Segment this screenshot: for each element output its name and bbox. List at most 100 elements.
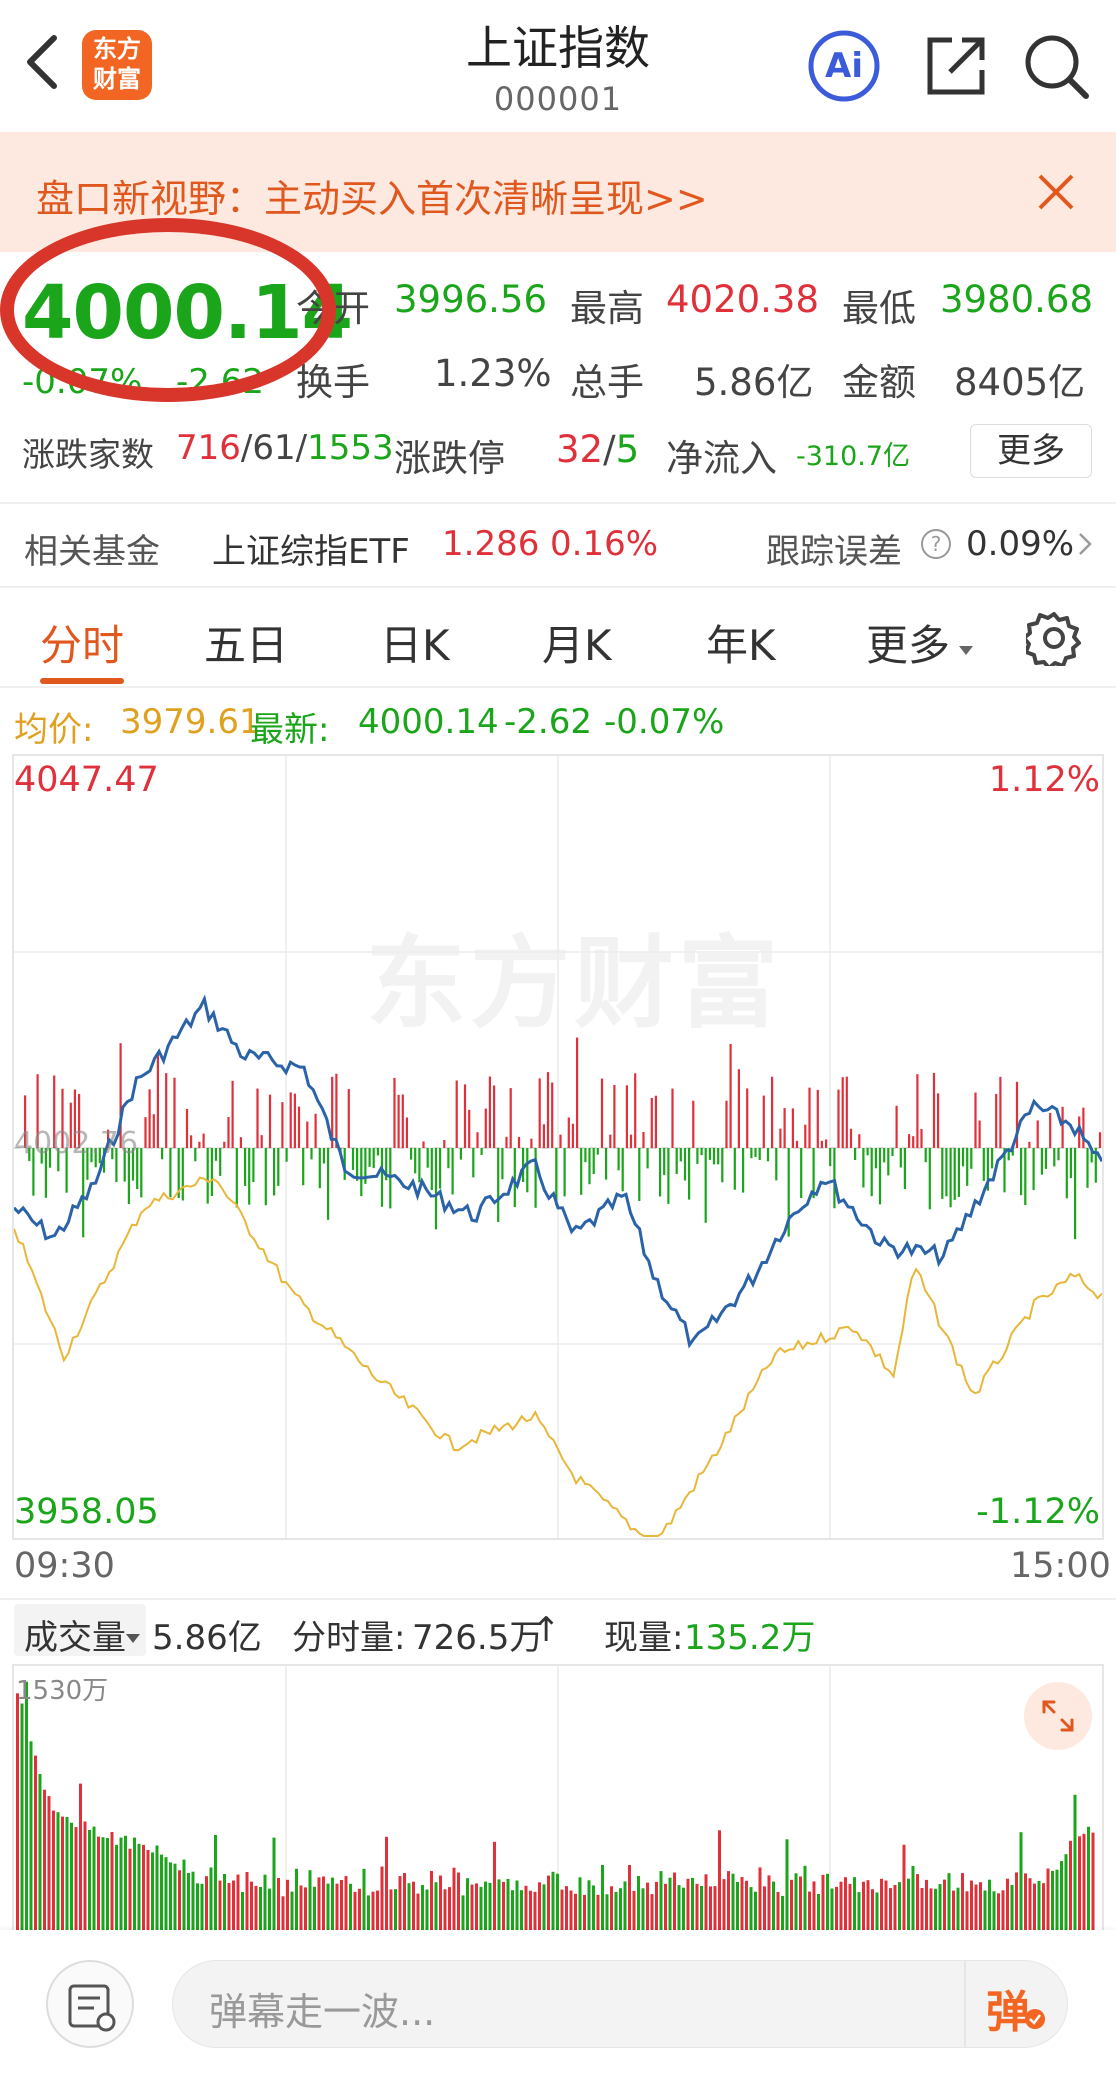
net-flow-bar <box>634 1073 637 1149</box>
net-flow-bar <box>422 1141 425 1148</box>
volume-bar <box>200 1883 204 1930</box>
net-flow-bar <box>327 1148 330 1220</box>
net-flow-bar <box>1049 1112 1052 1148</box>
fund-name: 上证综指ETF <box>212 532 410 572</box>
volume-bar <box>835 1886 838 1930</box>
net-flow-bar <box>908 1134 911 1148</box>
volume-bar <box>214 1835 217 1930</box>
net-flow-bar <box>791 1108 794 1149</box>
volume-bar <box>196 1883 199 1930</box>
net-flow-bar <box>966 1148 969 1186</box>
danmu-toggle-label: 弹 <box>986 1987 1030 2038</box>
volume-bar <box>614 1891 618 1930</box>
net-flow-bar <box>293 1093 296 1149</box>
net-flow-bar <box>924 1148 927 1163</box>
page-title: 上证指数 <box>466 21 650 75</box>
help-icon[interactable]: ? <box>920 528 952 569</box>
volume-bar <box>83 1821 87 1930</box>
tab-monthly-k[interactable]: 月K <box>542 621 612 670</box>
net-flow-bar <box>235 1148 238 1208</box>
related-fund-row[interactable]: 相关基金 上证综指ETF 1.286 0.16% 跟踪误差 ? 0.09% <box>0 504 1116 586</box>
volume-bar <box>155 1845 159 1930</box>
latest-value: 4000.14 <box>358 702 499 742</box>
net-flow-bar <box>762 1095 765 1148</box>
back-button[interactable] <box>18 30 66 94</box>
volume-chart[interactable]: 1530万 <box>12 1664 1104 1930</box>
avg-value: 3979.61 <box>120 702 261 742</box>
net-flow-bar <box>775 1148 778 1181</box>
volume-bar <box>596 1894 600 1930</box>
volume-bar <box>335 1883 339 1930</box>
ai-assistant-button[interactable]: Ai <box>806 28 882 104</box>
volume-bar <box>619 1888 622 1930</box>
volume-bar <box>218 1880 222 1930</box>
volume-bar <box>862 1881 865 1930</box>
net-flow-bar <box>206 1148 209 1204</box>
net-flow-bar <box>227 1117 230 1149</box>
banner-close-button[interactable] <box>1032 168 1080 216</box>
volume-bar <box>1051 1870 1054 1930</box>
volume-bar <box>664 1883 667 1930</box>
net-flow-bar <box>766 1148 770 1162</box>
volume-bar <box>164 1857 168 1930</box>
volume-bar <box>884 1880 888 1930</box>
volume-bar <box>160 1854 163 1930</box>
net-flow-bar <box>82 1148 85 1238</box>
volume-bar <box>461 1895 465 1930</box>
turnover-label: 换手 <box>296 361 370 404</box>
danmu-toggle-button[interactable]: 弹 <box>964 1960 1068 2048</box>
volume-total: 5.86亿 <box>152 1618 262 1658</box>
volume-bar <box>803 1865 807 1930</box>
net-flow-bar <box>148 1089 151 1148</box>
volume-bar <box>430 1871 433 1930</box>
chart-settings-button[interactable] <box>1022 610 1082 670</box>
danmu-placeholder: 弹幕走一波... <box>209 1990 436 2034</box>
net-flow-bar <box>447 1148 450 1169</box>
net-flow-bar <box>289 1092 292 1148</box>
chevron-right-icon <box>1076 528 1096 569</box>
more-stats-button[interactable]: 更多 <box>970 424 1092 478</box>
volume-bar <box>101 1837 105 1930</box>
net-flow-bar <box>127 1148 130 1204</box>
volume-bar <box>376 1890 379 1930</box>
net-flow-bar <box>426 1148 429 1168</box>
tab-five-day[interactable]: 五日 <box>204 621 289 670</box>
net-flow-bar <box>214 1148 218 1161</box>
tab-intraday[interactable]: 分时 <box>40 621 125 670</box>
net-flow-bar <box>509 1088 512 1148</box>
share-button[interactable] <box>918 28 994 104</box>
volume-bar <box>16 1693 19 1930</box>
net-flow-bar <box>322 1148 325 1164</box>
net-flow-bar <box>455 1080 458 1148</box>
volume-chart-svg <box>16 1666 1095 1930</box>
indicator-select-label: 成交量 <box>24 1618 126 1658</box>
net-flow-bar <box>795 1140 799 1148</box>
net-flow-bar <box>459 1148 462 1160</box>
net-flow-bar <box>231 1080 234 1149</box>
tracking-value: 0.09% <box>966 524 1075 564</box>
volume-bar <box>254 1885 258 1930</box>
indicator-select[interactable] <box>14 1604 146 1656</box>
low-value: 3980.68 <box>940 278 1094 321</box>
comment-list-button[interactable] <box>46 1960 134 2048</box>
search-button[interactable] <box>1018 28 1094 104</box>
netflow-label: 净流入 <box>666 437 777 480</box>
volume-bar <box>70 1822 73 1930</box>
expand-chart-button[interactable] <box>1024 1682 1092 1750</box>
net-flow-bar <box>40 1148 43 1164</box>
net-flow-bar <box>986 1148 989 1191</box>
tab-more[interactable]: 更多 <box>866 612 976 673</box>
intraday-chart[interactable]: 东方财富 4047.47 1.12% 4002.76 3958.05 -1.12… <box>12 754 1104 1540</box>
danmu-input[interactable]: 弹幕走一波... <box>172 1960 1068 2048</box>
net-flow-bar <box>32 1148 35 1196</box>
volume-bar <box>668 1877 672 1930</box>
volume-bar <box>1046 1868 1050 1930</box>
net-flow-bar <box>472 1148 475 1178</box>
net-flow-bar <box>173 1077 176 1148</box>
volume-bar <box>1019 1832 1023 1930</box>
tab-daily-k[interactable]: 日K <box>380 621 450 670</box>
banner-text[interactable]: 盘口新视野：主动买入首次清晰呈现>> <box>36 177 708 221</box>
volume-bar <box>529 1890 532 1930</box>
tab-yearly-k[interactable]: 年K <box>706 621 776 670</box>
net-flow-bar <box>928 1148 931 1210</box>
